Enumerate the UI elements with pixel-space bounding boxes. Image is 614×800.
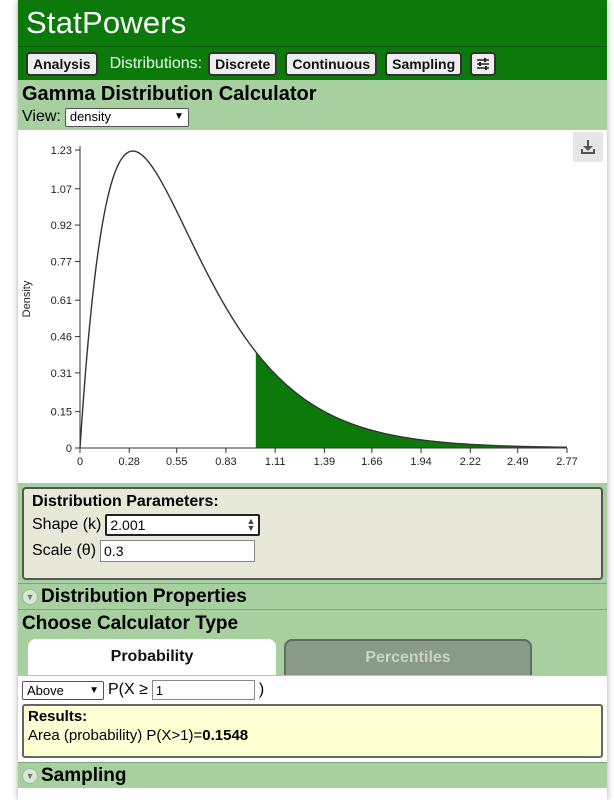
direction-select[interactable]: Above ▼ [22, 680, 104, 700]
distribution-properties-title: Distribution Properties [41, 585, 247, 607]
y-tick-label: 0.61 [51, 295, 72, 307]
app-header: StatPowers [18, 0, 607, 46]
continuous-button[interactable]: Continuous [285, 51, 378, 76]
app-window: StatPowers Analysis Distributions: Discr… [18, 0, 607, 800]
shape-label: Shape (k) [32, 516, 102, 533]
parameters-title: Distribution Parameters: [32, 493, 219, 510]
probability-value: 1 [155, 682, 164, 698]
x-tick-label: 1.94 [410, 456, 431, 468]
results-value: 0.1548 [202, 727, 249, 744]
discrete-button[interactable]: Discrete [208, 51, 278, 76]
chevron-down-icon: ▼ [22, 588, 38, 605]
x-tick-label: 2.77 [556, 456, 577, 468]
y-tick-label: 1.23 [51, 145, 72, 157]
y-tick-label: 0.31 [51, 368, 72, 380]
y-tick-label: 0.77 [51, 256, 72, 268]
results-title: Results: [28, 708, 88, 725]
spinner-icon[interactable]: ▲ ▼ [246, 516, 256, 533]
density-curve [79, 150, 568, 449]
scale-input[interactable]: 0.3 [100, 540, 256, 562]
brand-title[interactable]: StatPowers [26, 5, 187, 40]
x-tick-label: 2.49 [507, 456, 528, 468]
x-tick-label: 2.22 [460, 456, 481, 468]
sampling-toggle[interactable]: ▼ Sampling [18, 762, 607, 788]
probability-suffix: ) [258, 681, 265, 698]
chevron-down-icon: ▼ [22, 767, 38, 784]
sampling-button[interactable]: Sampling [385, 51, 463, 76]
sampling-title: Sampling [41, 764, 127, 786]
calculator-type-title: Choose Calculator Type [22, 613, 239, 634]
x-tick-label: 0.83 [215, 456, 236, 468]
view-select-value: density [69, 109, 112, 124]
download-button[interactable] [573, 132, 603, 162]
parameters-section: Distribution Parameters: Shape (k) 2.001… [18, 483, 607, 583]
view-label: View: [22, 108, 61, 125]
density-chart-svg: 0 0.28 0.55 0.83 1.11 1.39 1.66 1.94 2.22 2.49 2.7… [21, 145, 578, 468]
scale-value: 0.3 [104, 543, 124, 559]
x-tick-label: 0.28 [119, 456, 140, 468]
x-tick-label: 0 [77, 456, 83, 468]
tab-probability[interactable]: Probability [28, 639, 276, 675]
probability-row: Above ▼ P(X ≥ 1 ) [18, 676, 607, 704]
y-tick-label: 0.92 [51, 220, 72, 232]
y-tick-label: 0.15 [51, 407, 72, 419]
y-tick-label: 0 [66, 443, 72, 455]
distribution-properties-toggle[interactable]: ▼ Distribution Properties [18, 583, 607, 609]
scale-label: Scale (θ) [32, 542, 97, 559]
shape-row: Shape (k) 2.001 ▲ ▼ [32, 512, 593, 538]
calculator-tabs: Probability Percentiles [22, 639, 603, 675]
view-row: View: density ▼ [22, 106, 603, 128]
tab-percentiles[interactable]: Percentiles [284, 639, 532, 675]
results-panel: Results: Area (probability) P(X>1)=0.154… [22, 704, 603, 758]
y-tick-label: 0.46 [51, 332, 72, 344]
probability-input[interactable]: 1 [151, 680, 255, 700]
settings-button[interactable] [470, 51, 497, 76]
view-select[interactable]: density ▼ [64, 107, 189, 127]
shaded-area [255, 351, 568, 448]
download-icon [581, 140, 595, 154]
sliders-icon [477, 57, 490, 70]
shape-input[interactable]: 2.001 ▲ ▼ [105, 514, 261, 536]
analysis-button[interactable]: Analysis [26, 51, 98, 76]
nav-bar: Analysis Distributions: Discrete Continu… [18, 46, 607, 80]
scale-row: Scale (θ) 0.3 [32, 538, 593, 564]
probability-prefix: P(X ≥ [108, 681, 148, 698]
results-text: Area (probability) P(X>1)= [28, 727, 203, 744]
y-axis-label: Density [21, 280, 33, 317]
parameters-panel: Distribution Parameters: Shape (k) 2.001… [22, 487, 603, 580]
x-tick-label: 1.66 [361, 456, 382, 468]
distributions-label: Distributions: [109, 54, 203, 72]
calculator-header: Gamma Distribution Calculator View: dens… [18, 80, 607, 130]
density-chart: 0 0.28 0.55 0.83 1.11 1.39 1.66 1.94 2.22 2.49 2.7… [18, 130, 607, 483]
y-tick-label: 1.07 [51, 184, 72, 196]
results-line: Area (probability) P(X>1)=0.1548 [28, 726, 597, 745]
chevron-down-icon: ▼ [173, 111, 184, 122]
calculator-type-section: Choose Calculator Type Probability Perce… [18, 609, 607, 676]
shape-value: 2.001 [110, 517, 146, 533]
direction-select-value: Above [27, 682, 64, 698]
x-tick-label: 1.39 [314, 456, 335, 468]
x-tick-label: 1.11 [265, 456, 286, 468]
chevron-down-icon: ▼ [89, 684, 99, 696]
page-title: Gamma Distribution Calculator [22, 83, 317, 105]
x-tick-label: 0.55 [166, 456, 187, 468]
